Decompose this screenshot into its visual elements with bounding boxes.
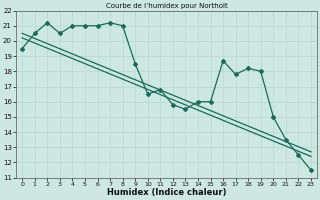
X-axis label: Humidex (Indice chaleur): Humidex (Indice chaleur) (107, 188, 226, 197)
Title: Courbe de l’humidex pour Northolt: Courbe de l’humidex pour Northolt (106, 3, 228, 9)
